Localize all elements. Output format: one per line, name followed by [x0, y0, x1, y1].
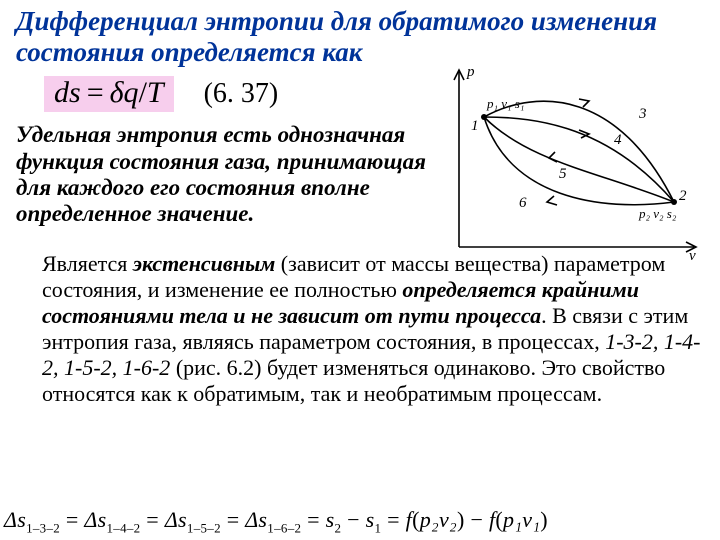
axis-v-label: v: [689, 248, 696, 262]
feq-ds4: Δs: [245, 507, 267, 532]
feq-eq1: =: [66, 507, 85, 532]
point-2: [671, 199, 677, 205]
curve-5: [484, 117, 674, 202]
mid-section: Удельная энтропия есть однозначная функц…: [16, 122, 704, 228]
entropy-formula: ds = δq / T: [44, 76, 174, 112]
path-4-label: 4: [614, 132, 622, 148]
feq-ds3: Δs: [165, 507, 187, 532]
path-3-label: 3: [638, 106, 647, 122]
formula-slash: /: [139, 78, 147, 108]
feq-lp1: (: [412, 507, 420, 532]
slide-title: Дифференциал энтропии для обратимого изм…: [16, 6, 704, 68]
point-1: [481, 114, 487, 120]
feq-ds2: Δs: [84, 507, 106, 532]
axis-p-label: p: [466, 64, 475, 80]
arrow-6: [547, 196, 557, 205]
feq-s2: s: [326, 507, 335, 532]
equation-number: (6. 37): [204, 78, 279, 110]
point1-label: 1: [471, 118, 479, 134]
point2-label: 2: [679, 188, 687, 204]
arrow-3: [579, 99, 589, 107]
path-5-label: 5: [559, 166, 567, 182]
feq-eq3: =: [227, 507, 246, 532]
path-6-label: 6: [519, 195, 527, 211]
feq-sub3: 1–5–2: [187, 520, 221, 535]
mid-text: Удельная энтропия есть однозначная функц…: [16, 122, 436, 228]
feq-sub1: 1–3–2: [26, 520, 60, 535]
feq-eq4: =: [307, 507, 326, 532]
curve-4: [484, 117, 674, 202]
formula-eq: =: [87, 78, 104, 108]
final-equation: Δs1–3–2 = Δs1–4–2 = Δs1–5–2 = Δs1–6–2 = …: [4, 507, 548, 536]
feq-p1v1: p₁v₁: [503, 507, 540, 532]
feq-rp2: ): [540, 507, 548, 532]
formula-lhs: ds: [54, 78, 81, 108]
pv-diagram: p v 1 2 p₁ v₁ s₁ p₂ v₂ s₂ 3 4 5 6: [439, 62, 704, 262]
feq-s1: s: [366, 507, 375, 532]
feq-minus2: −: [470, 507, 489, 532]
feq-s1sub: 1: [375, 520, 382, 535]
feq-eq5: =: [387, 507, 406, 532]
feq-s2sub: 2: [335, 520, 342, 535]
feq-p2v2: p₂v₂: [420, 507, 457, 532]
slide: Дифференциал энтропии для обратимого изм…: [0, 0, 720, 540]
feq-sub4: 1–6–2: [267, 520, 301, 535]
body-t2: экстенсивным: [133, 251, 275, 276]
formula-dq: δq: [110, 78, 139, 108]
formula-T: T: [147, 78, 164, 108]
p2v2s2-label: p₂ v₂ s₂: [638, 206, 677, 221]
body-paragraph: Является экстенсивным (зависит от массы …: [42, 251, 702, 407]
feq-rp1: ): [457, 507, 465, 532]
feq-lp2: (: [495, 507, 503, 532]
feq-ds1: Δs: [4, 507, 26, 532]
p1v1s1-label: p₁ v₁ s₁: [486, 96, 524, 111]
feq-eq2: =: [146, 507, 165, 532]
feq-sub2: 1–4–2: [106, 520, 140, 535]
body-t1: Является: [42, 251, 133, 276]
feq-minus: −: [347, 507, 366, 532]
